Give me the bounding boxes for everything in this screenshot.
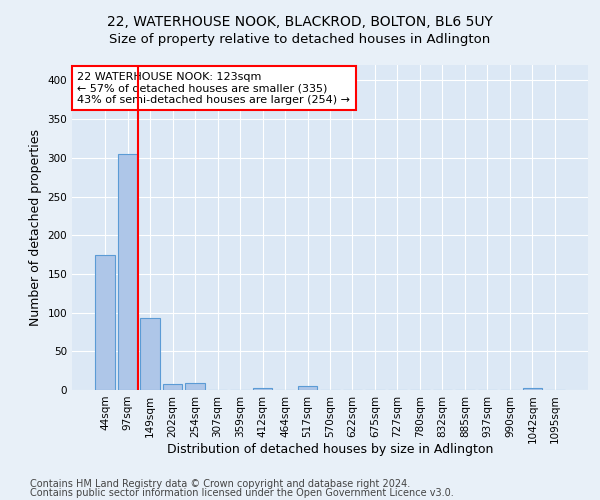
Y-axis label: Number of detached properties: Number of detached properties — [29, 129, 42, 326]
Bar — [298, 386, 317, 390]
Bar — [163, 384, 182, 390]
Text: 22 WATERHOUSE NOOK: 123sqm
← 57% of detached houses are smaller (335)
43% of sem: 22 WATERHOUSE NOOK: 123sqm ← 57% of deta… — [77, 72, 350, 104]
Bar — [95, 254, 115, 390]
Bar — [523, 388, 542, 390]
Bar — [185, 383, 205, 390]
Bar — [253, 388, 272, 390]
Bar — [118, 154, 137, 390]
Bar — [140, 318, 160, 390]
Text: Contains public sector information licensed under the Open Government Licence v3: Contains public sector information licen… — [30, 488, 454, 498]
Text: Distribution of detached houses by size in Adlington: Distribution of detached houses by size … — [167, 442, 493, 456]
Text: 22, WATERHOUSE NOOK, BLACKROD, BOLTON, BL6 5UY: 22, WATERHOUSE NOOK, BLACKROD, BOLTON, B… — [107, 15, 493, 29]
Text: Size of property relative to detached houses in Adlington: Size of property relative to detached ho… — [109, 32, 491, 46]
Text: Contains HM Land Registry data © Crown copyright and database right 2024.: Contains HM Land Registry data © Crown c… — [30, 479, 410, 489]
